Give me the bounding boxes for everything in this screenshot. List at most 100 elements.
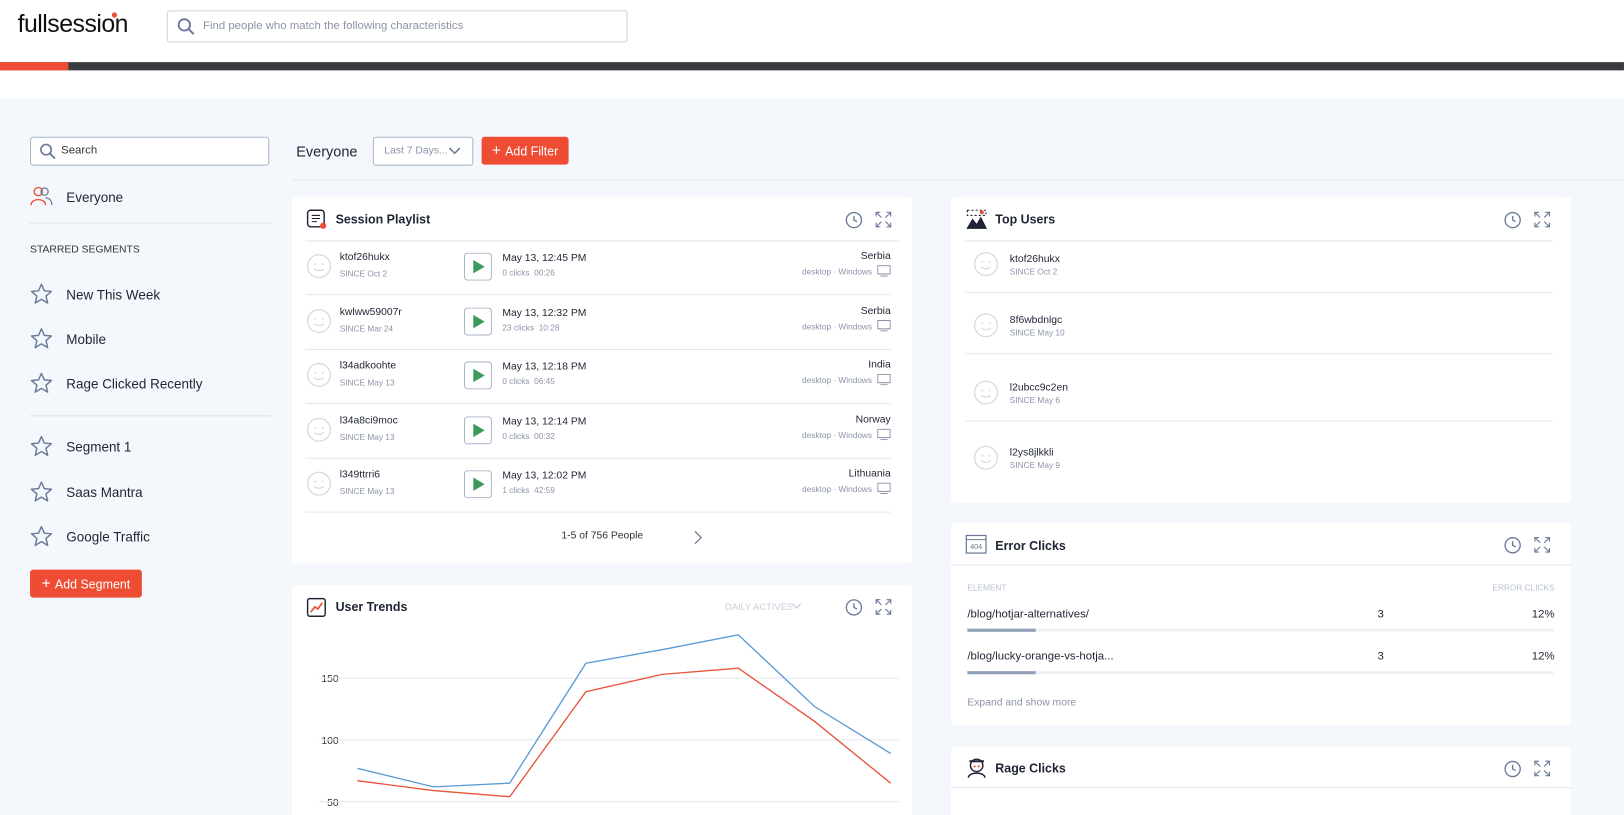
subheader	[0, 70, 1624, 99]
expand-button[interactable]	[1534, 536, 1551, 553]
search-text: Search	[61, 143, 98, 157]
card-title: User Trends	[335, 599, 408, 615]
user-id[interactable]: ktof26hukx	[339, 251, 390, 264]
svg-text:404: 404	[970, 542, 982, 551]
button-label: Add Segment	[54, 576, 131, 591]
logo[interactable]: fullsession	[17, 10, 129, 39]
user-since: SINCE Oct 2	[339, 269, 388, 279]
date-range-text: Last 7 Days...	[384, 144, 448, 157]
history-button[interactable]	[845, 599, 863, 617]
divider	[30, 222, 272, 224]
user-id[interactable]: l2ubcc9c2en	[1009, 382, 1068, 394]
button-label: Add Filter	[505, 143, 559, 158]
divider	[30, 415, 272, 417]
avatar	[973, 313, 999, 338]
session-stats: 0 clicks 00:26	[502, 268, 555, 278]
date-range[interactable]: Last 7 Days...	[372, 136, 474, 166]
country: Lithuania	[848, 468, 891, 480]
element-path[interactable]: /blog/hotjar-alternatives/	[967, 607, 1089, 621]
current-segment: Everyone	[296, 142, 358, 160]
user-id[interactable]: l2ys8jlkkli	[1009, 447, 1054, 459]
play-button[interactable]	[463, 361, 492, 390]
sidebar-search[interactable]: Search	[30, 136, 270, 166]
segment-item[interactable]: Rage Clicked Recently	[66, 375, 203, 392]
play-button[interactable]	[463, 252, 492, 281]
metric-select[interactable]: DAILY ACTIVES	[724, 601, 794, 613]
divider	[965, 292, 1553, 294]
play-button[interactable]	[463, 470, 492, 499]
device: desktop · Windows	[802, 267, 873, 277]
expand-button[interactable]	[1534, 760, 1551, 777]
people-icon	[30, 186, 53, 206]
star-icon[interactable]	[30, 327, 53, 350]
trend-icon	[306, 597, 326, 617]
divider	[305, 294, 891, 296]
search-box[interactable]: Find people who match the following char…	[166, 10, 628, 43]
star-icon[interactable]	[30, 525, 53, 548]
user-since: SINCE May 6	[1009, 395, 1061, 405]
click-count: 3	[1377, 650, 1384, 663]
search-icon	[177, 18, 195, 35]
play-button[interactable]	[463, 307, 492, 336]
expand-button[interactable]	[1534, 211, 1551, 228]
avatar	[306, 362, 332, 387]
segment-item[interactable]: New This Week	[66, 286, 161, 303]
user-id[interactable]: l349ttrri6	[339, 469, 381, 481]
section-title: STARRED SEGMENTS	[30, 244, 140, 256]
avatar	[306, 308, 332, 333]
divider	[965, 420, 1553, 422]
user-since: SINCE Oct 2	[1009, 267, 1058, 277]
history-button[interactable]	[1504, 536, 1522, 554]
top-users-card: Top Users ktof26hukx SINCE Oct 2 8f6wbdnlg…	[950, 196, 1572, 503]
star-icon[interactable]	[30, 283, 53, 306]
session-stats: 23 clicks 10:28	[502, 322, 560, 332]
star-icon[interactable]	[30, 435, 53, 458]
expand-button[interactable]	[875, 211, 892, 228]
progress-track	[967, 628, 1554, 632]
user-since: SINCE Mar 24	[339, 323, 394, 333]
country: Norway	[855, 413, 891, 426]
user-id[interactable]: l34adkoohte	[339, 360, 397, 372]
user-since: SINCE May 10	[1009, 328, 1065, 338]
click-percent: 12%	[1531, 607, 1555, 621]
user-since: SINCE May 13	[339, 432, 395, 442]
top-users-icon	[966, 209, 988, 229]
next-page[interactable]	[692, 530, 704, 545]
device: desktop · Windows	[802, 321, 873, 331]
segment-item[interactable]: Saas Mantra	[66, 484, 143, 500]
play-button[interactable]	[463, 415, 492, 444]
y-tick-label: 150	[321, 674, 339, 685]
search-icon	[40, 143, 56, 160]
device-icon	[877, 265, 891, 277]
progress-fill	[0, 62, 69, 71]
progress-track	[967, 671, 1554, 675]
segment-item[interactable]: Segment 1	[66, 439, 132, 455]
expand-link[interactable]: Expand and show more	[967, 697, 1077, 709]
user-id[interactable]: kwlww59007r	[339, 306, 402, 318]
segment-item[interactable]: Google Traffic	[66, 529, 150, 545]
star-icon[interactable]	[30, 372, 53, 395]
user-since: SINCE May 13	[339, 378, 395, 388]
chevron	[791, 603, 802, 609]
series-line	[357, 667, 892, 798]
search-placeholder: Find people who match the following char…	[202, 19, 464, 33]
device-icon	[877, 482, 891, 495]
history-button[interactable]	[1504, 211, 1522, 229]
segment-everyone[interactable]: Everyone	[66, 189, 124, 206]
history-button[interactable]	[1504, 760, 1522, 778]
segment-item[interactable]: Mobile	[66, 331, 106, 347]
user-id[interactable]: 8f6wbdnlgc	[1009, 314, 1063, 327]
add-filter-button[interactable]: + Add Filter	[481, 136, 569, 165]
user-id[interactable]: ktof26hukx	[1009, 253, 1060, 266]
element-path[interactable]: /blog/lucky-orange-vs-hotja...	[967, 650, 1114, 663]
expand-button[interactable]	[875, 599, 892, 616]
user-since: SINCE May 13	[339, 486, 395, 497]
device: desktop · Windows	[802, 430, 873, 440]
error-clicks-card: 404 Error Clicks ELEMENT ERROR CLICKS Ex…	[950, 523, 1572, 725]
column-header: ELEMENT	[967, 583, 1007, 593]
history-button[interactable]	[845, 211, 863, 229]
progress-bar	[0, 62, 1624, 71]
add-segment-button[interactable]: + Add Segment	[30, 569, 142, 598]
user-id[interactable]: l34a8ci9moc	[339, 414, 398, 427]
star-icon[interactable]	[30, 480, 53, 503]
